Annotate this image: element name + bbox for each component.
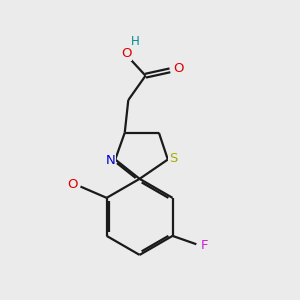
Text: S: S	[169, 152, 177, 165]
Text: O: O	[68, 178, 78, 191]
Text: N: N	[106, 154, 115, 166]
Text: O: O	[174, 62, 184, 75]
Text: O: O	[121, 47, 131, 61]
Text: F: F	[201, 238, 208, 252]
Text: H: H	[131, 35, 140, 48]
